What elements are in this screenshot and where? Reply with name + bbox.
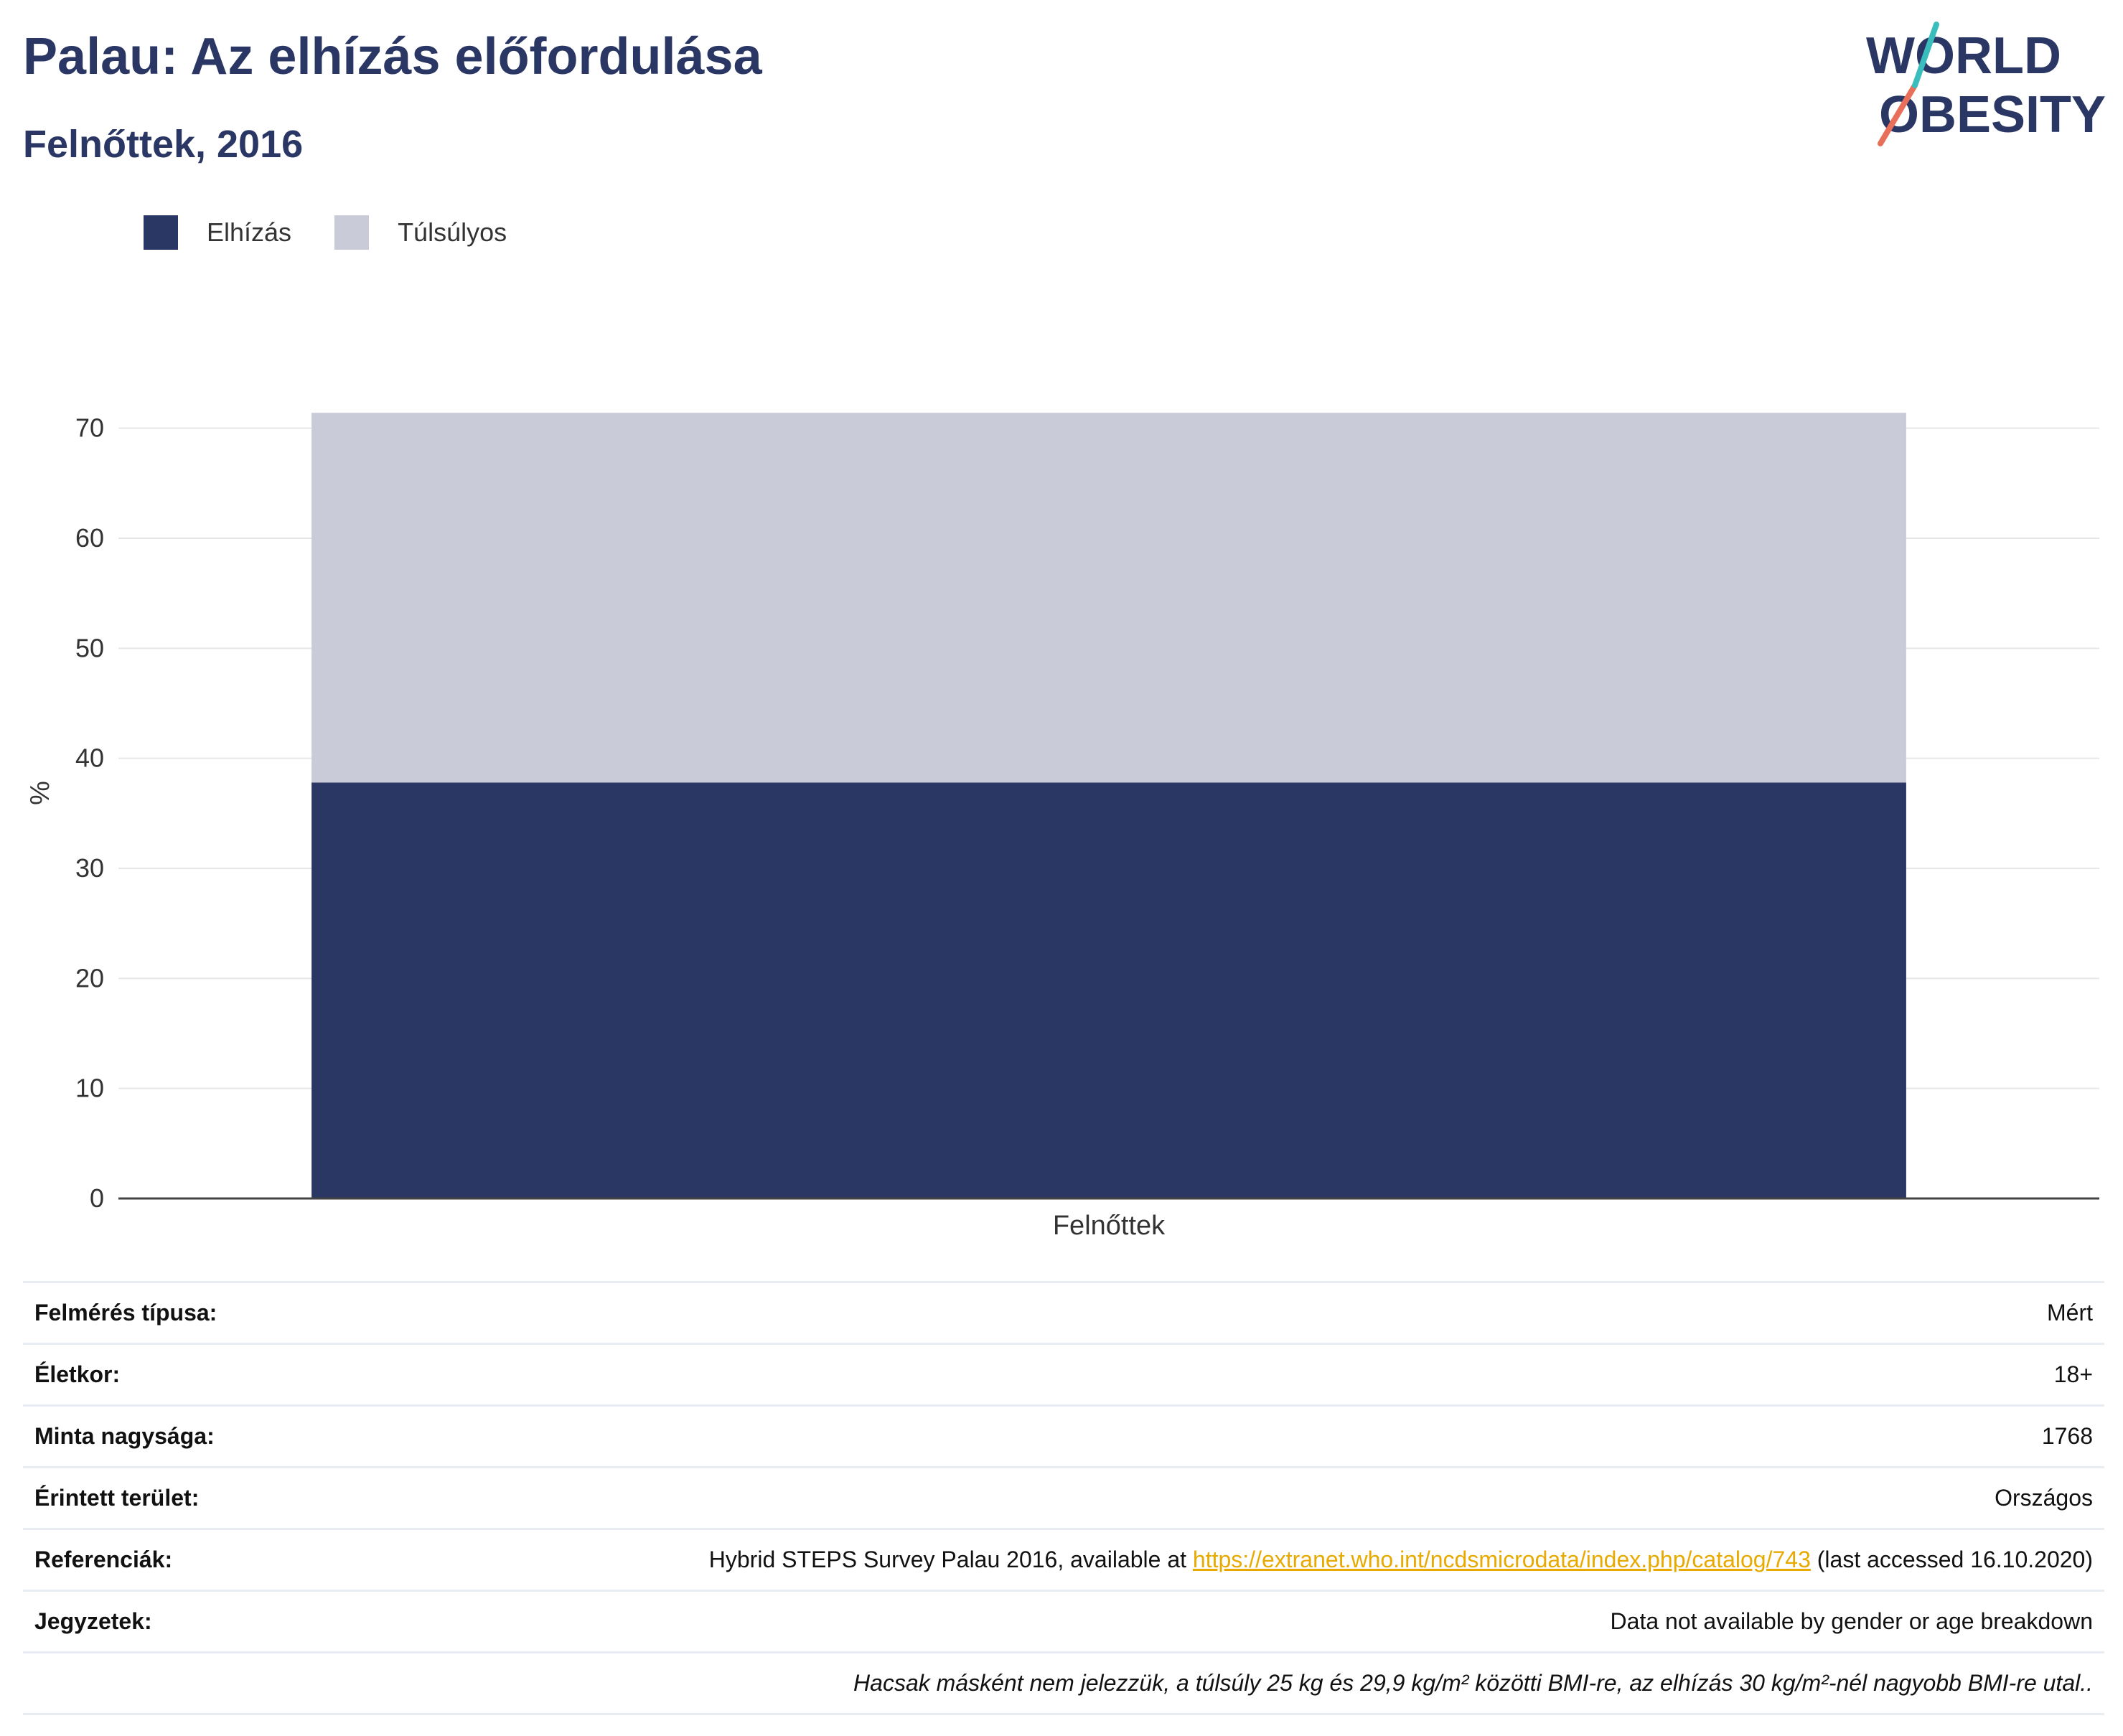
y-tick-label: 10 (75, 1074, 104, 1103)
bar-chart: 0 10 20 30 40 50 60 70% Felnőttek (25, 413, 2099, 1241)
x-tick-label: Felnőttek (1053, 1211, 1166, 1241)
info-value: 18+ (2053, 1361, 2093, 1387)
legend-label-elhizas: Elhízás (207, 217, 292, 247)
y-tick-label: 50 (75, 633, 104, 662)
y-tick-label: 0 (90, 1183, 104, 1213)
info-row-area: Érintett terület: Országos (23, 1466, 2104, 1528)
info-key: Minta nagysága: (34, 1423, 215, 1449)
chart-title: Palau: Az elhízás előfordulása (23, 28, 762, 85)
reference-text: Hybrid STEPS Survey Palau 2016, availabl… (708, 1547, 1193, 1572)
y-axis-label: % (25, 781, 55, 805)
info-value: Hybrid STEPS Survey Palau 2016, availabl… (709, 1547, 2093, 1573)
chart-legend: Elhízás Túlsúlyos (144, 215, 550, 250)
y-tick-label: 70 (75, 413, 104, 443)
reference-link[interactable]: https://extranet.who.int/ncdsmicrodata/i… (1192, 1547, 1811, 1572)
legend-item-elhizas[interactable]: Elhízás (144, 215, 291, 250)
world-obesity-logo: WORLD OBESITY (1866, 22, 2106, 146)
y-tick-label: 60 (75, 523, 104, 553)
info-value: 1768 (2041, 1423, 2093, 1449)
info-row-references: Referenciák: Hybrid STEPS Survey Palau 2… (23, 1528, 2104, 1590)
bar-tulsulyos (311, 413, 1906, 783)
reference-accessed: (last accessed 16.10.2020) (1810, 1547, 2093, 1572)
info-value: Data not available by gender or age brea… (1610, 1608, 2093, 1634)
info-row-notes: Jegyzetek: Data not available by gender … (23, 1590, 2104, 1651)
info-key: Jegyzetek: (34, 1608, 152, 1634)
legend-swatch-elhizas (144, 215, 178, 250)
y-tick-label: 30 (75, 853, 104, 883)
footnote: Hacsak másként nem jelezzük, a túlsúly 2… (853, 1670, 2093, 1696)
y-tick-label: 40 (75, 743, 104, 773)
info-value: Mért (2047, 1300, 2093, 1326)
info-value: Országos (1995, 1485, 2093, 1511)
legend-item-tulsulyos[interactable]: Túlsúlyos (334, 215, 507, 250)
chart-subtitle: Felnőttek, 2016 (23, 123, 304, 166)
svg-text:WORLD: WORLD (1866, 27, 2061, 85)
info-row-age: Életkor: 18+ (23, 1343, 2104, 1404)
info-key: Érintett terület: (34, 1485, 200, 1511)
legend-swatch-tulsulyos (334, 215, 370, 250)
legend-label-tulsulyos: Túlsúlyos (398, 217, 507, 247)
info-key: Referenciák: (34, 1547, 173, 1572)
info-key: Felmérés típusa: (34, 1300, 217, 1326)
bar-elhizas (311, 782, 1906, 1198)
y-tick-label: 20 (75, 963, 104, 993)
info-row-survey-type: Felmérés típusa: Mért (23, 1281, 2104, 1343)
info-row-footnote: Hacsak másként nem jelezzük, a túlsúly 2… (23, 1651, 2104, 1715)
info-table: Felmérés típusa: Mért Életkor: 18+ Minta… (23, 1281, 2104, 1715)
info-key: Életkor: (34, 1361, 121, 1387)
svg-text:OBESITY: OBESITY (1879, 86, 2106, 144)
info-row-sample-size: Minta nagysága: 1768 (23, 1404, 2104, 1466)
